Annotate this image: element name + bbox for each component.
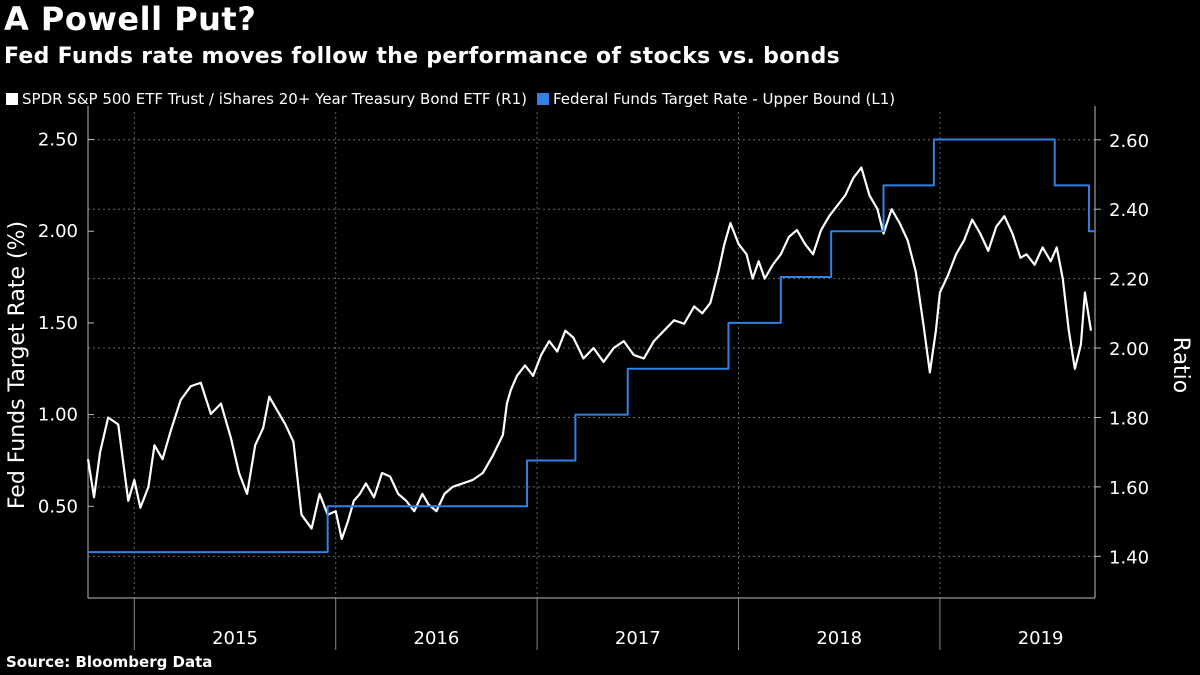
x-tick-label-3: 2018 [816, 628, 862, 649]
left-tick-label-1: 1.00 [38, 405, 78, 426]
x-tick-label-1: 2016 [414, 628, 460, 649]
series-line-1 [88, 138, 1095, 554]
right-tick-label-6: 2.60 [1109, 131, 1149, 152]
right-tick-label-1: 1.60 [1109, 478, 1149, 499]
right-tick-label-0: 1.40 [1109, 547, 1149, 568]
right-tick-label-4: 2.20 [1109, 270, 1149, 291]
y-axis-title-left: Fed Funds Target Rate (%) [5, 221, 30, 509]
legend-label-ratio: SPDR S&P 500 ETF Trust / iShares 20+ Yea… [22, 90, 527, 108]
left-tick-label-4: 2.50 [38, 130, 78, 151]
legend-swatch-ratio [6, 93, 18, 105]
chart-title: A Powell Put? [4, 0, 257, 38]
source-note: Source: Bloomberg Data [6, 653, 213, 671]
legend-entry-ratio: SPDR S&P 500 ETF Trust / iShares 20+ Yea… [6, 90, 527, 108]
x-tick-label-4: 2019 [1018, 628, 1064, 649]
left-tick-label-2: 1.50 [38, 313, 78, 334]
x-tick-label-0: 2015 [212, 628, 258, 649]
right-tick-label-5: 2.40 [1109, 200, 1149, 221]
series-line-0 [86, 166, 1093, 541]
right-tick-label-3: 2.00 [1109, 339, 1149, 360]
chart-legend: SPDR S&P 500 ETF Trust / iShares 20+ Yea… [6, 90, 905, 108]
legend-entry-fedfunds: Federal Funds Target Rate - Upper Bound … [537, 90, 895, 108]
y-axis-title-right: Ratio [1168, 337, 1193, 393]
legend-swatch-fedfunds [537, 93, 549, 105]
right-tick-label-2: 1.80 [1109, 408, 1149, 429]
x-tick-label-2: 2017 [615, 628, 661, 649]
legend-label-fedfunds: Federal Funds Target Rate - Upper Bound … [553, 90, 896, 108]
left-tick-label-0: 0.50 [38, 496, 78, 517]
chart-subtitle: Fed Funds rate moves follow the performa… [4, 44, 841, 69]
left-tick-label-3: 2.00 [38, 221, 78, 242]
